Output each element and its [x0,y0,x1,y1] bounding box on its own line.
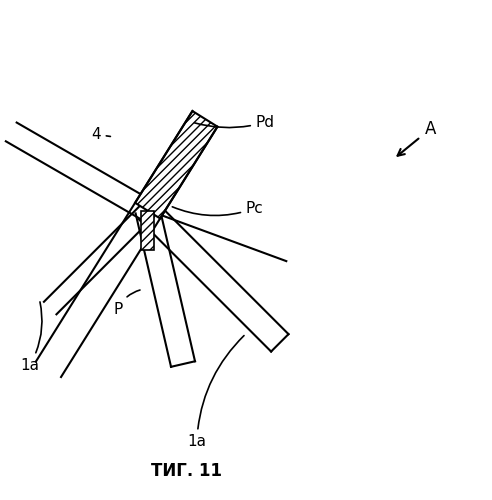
Bar [141,210,154,250]
Text: 1a: 1a [20,302,42,373]
Text: P: P [114,290,140,316]
Text: 1a: 1a [187,336,244,450]
Text: Pd: Pd [194,114,275,130]
Text: Pc: Pc [172,200,264,216]
Text: 4: 4 [91,127,110,142]
Polygon shape [135,111,217,218]
Text: A: A [425,120,436,138]
Text: ΤИГ. 11: ΤИГ. 11 [152,462,222,480]
